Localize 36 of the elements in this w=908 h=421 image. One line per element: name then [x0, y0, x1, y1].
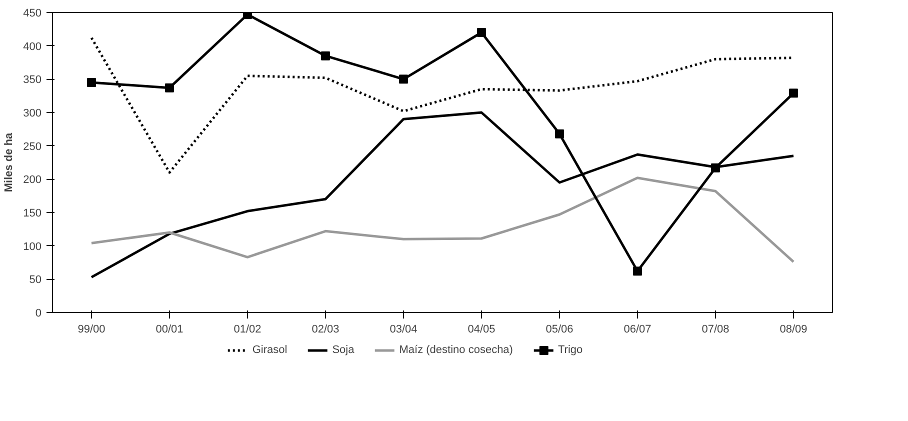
point: [789, 88, 798, 98]
y-axis-title: Miles de ha: [3, 132, 16, 192]
x-tick-label: 06/07: [624, 324, 652, 336]
x-tick-label: 05/06: [546, 324, 574, 336]
y-tick-label: 450: [23, 8, 42, 20]
y-tick-label: 200: [23, 174, 42, 186]
legend-label: Soja: [332, 344, 354, 356]
y-tick-label: 350: [23, 74, 42, 86]
y-tick-label: 300: [23, 108, 42, 120]
x-tick-label: 04/05: [468, 324, 496, 336]
x-tick-label: 07/08: [702, 324, 730, 336]
point: [321, 51, 330, 60]
point: [243, 12, 252, 19]
point: [555, 129, 564, 138]
legend-label: Girasol: [252, 344, 288, 356]
point: [87, 78, 96, 87]
y-tick-label: 150: [23, 208, 42, 220]
x-tick-label: 03/04: [390, 324, 418, 336]
point: [477, 28, 486, 37]
line-series: [90, 176, 795, 264]
x-tick-label: 02/03: [312, 324, 340, 336]
x-tick-label: 00/01: [156, 324, 184, 336]
y-tick-label: 250: [23, 140, 42, 153]
point: [711, 163, 720, 172]
x-tick-label: 08/09: [780, 324, 808, 336]
legend-label: Trigo: [558, 344, 583, 356]
y-tick-label: 100: [23, 240, 42, 253]
x-tick-label: 99/00: [78, 324, 106, 336]
legend-label: Maíz (destino cosecha): [399, 344, 513, 356]
x-tick-label: 01/02: [234, 324, 262, 336]
point: [633, 266, 642, 276]
y-tick-label: 50: [29, 274, 42, 286]
point: [165, 83, 174, 92]
point: [399, 74, 408, 84]
y-tick-label: 0: [35, 308, 42, 320]
y-tick-label: 400: [23, 40, 42, 53]
